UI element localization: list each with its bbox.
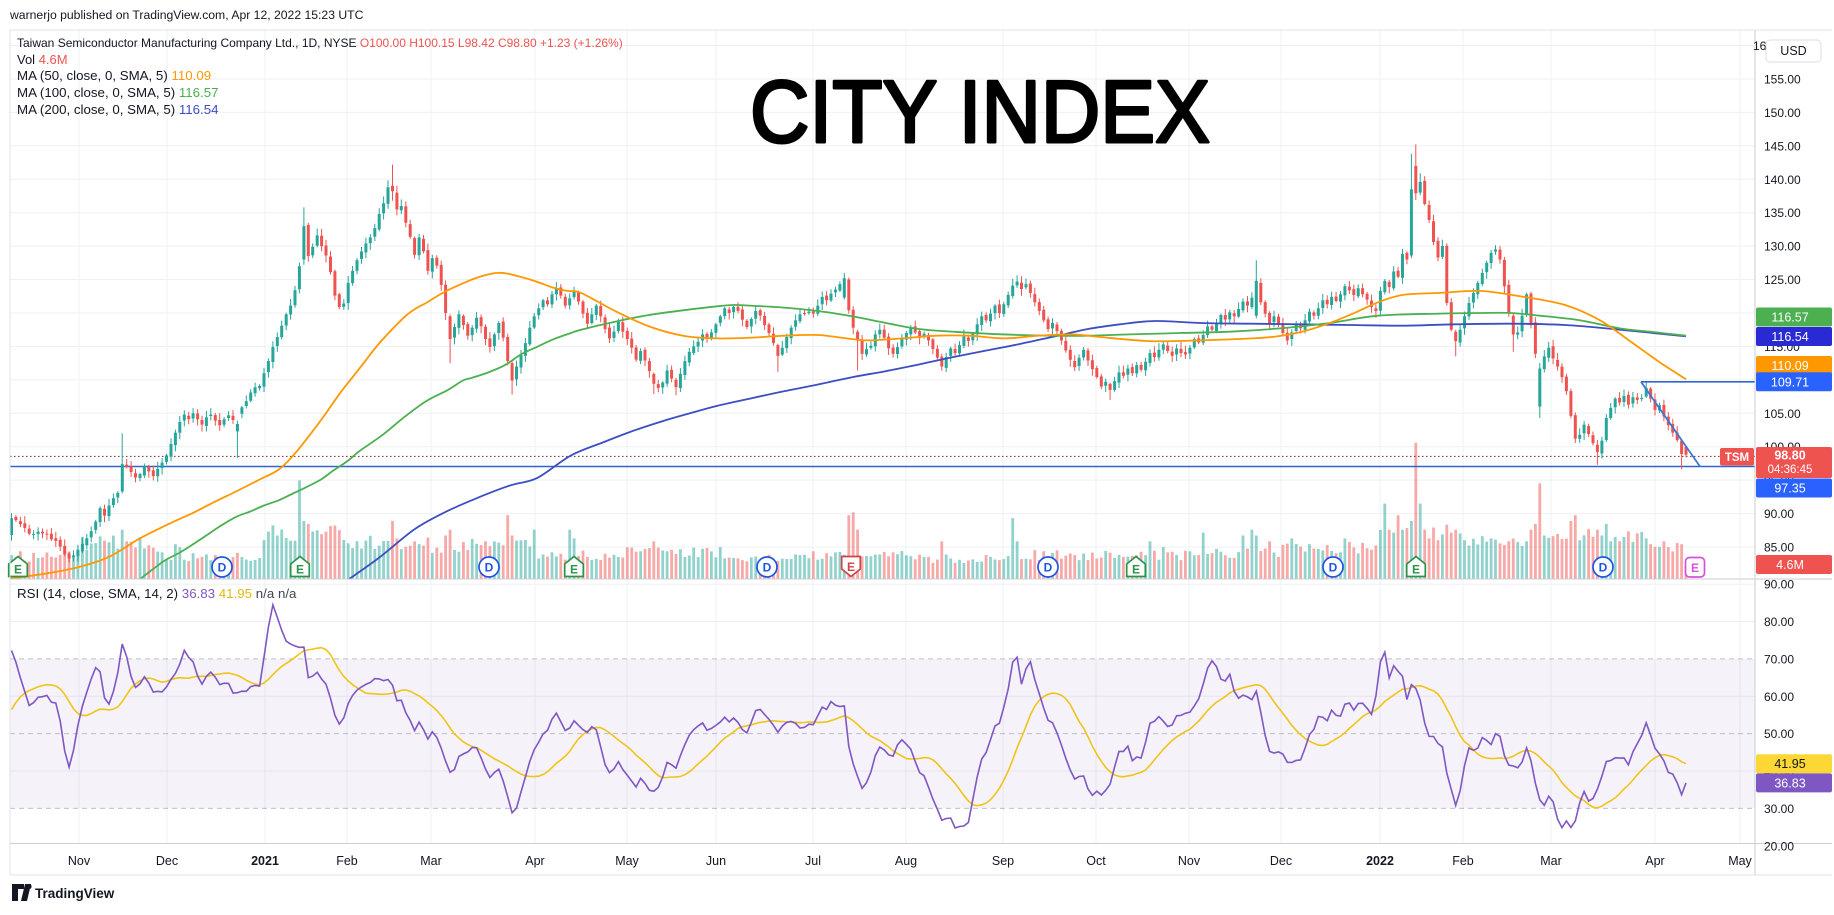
svg-text:Mar: Mar: [420, 854, 442, 868]
svg-text:145.00: 145.00: [1764, 139, 1801, 153]
svg-text:140.00: 140.00: [1764, 173, 1801, 187]
svg-text:USD: USD: [1780, 44, 1806, 58]
svg-text:85.00: 85.00: [1764, 541, 1794, 555]
svg-text:60.00: 60.00: [1764, 690, 1794, 704]
svg-text:109.71: 109.71: [1771, 375, 1809, 389]
svg-text:MA (50, close, 0, SMA, 5) 110: MA (50, close, 0, SMA, 5) 110.09: [17, 68, 211, 83]
svg-text:Feb: Feb: [336, 854, 358, 868]
svg-text:90.00: 90.00: [1764, 578, 1794, 592]
svg-text:150.00: 150.00: [1764, 106, 1801, 120]
svg-text:E: E: [1132, 563, 1140, 577]
svg-text:30.00: 30.00: [1764, 802, 1794, 816]
svg-text:E: E: [570, 563, 578, 577]
svg-text:Nov: Nov: [68, 854, 91, 868]
svg-text:CITY INDEX: CITY INDEX: [750, 62, 1210, 161]
svg-text:105.00: 105.00: [1764, 407, 1801, 421]
svg-text:130.00: 130.00: [1764, 240, 1801, 254]
svg-text:04:36:45: 04:36:45: [1768, 464, 1813, 476]
svg-text:135.00: 135.00: [1764, 206, 1801, 220]
svg-text:RSI (14, close, SMA, 14, 2) 3: RSI (14, close, SMA, 14, 2) 36.83 41.95 …: [17, 586, 297, 601]
svg-text:Dec: Dec: [156, 854, 178, 868]
svg-text:2022: 2022: [1366, 854, 1394, 868]
svg-text:Vol 4.6M: Vol 4.6M: [17, 52, 68, 67]
svg-text:May: May: [615, 854, 639, 868]
svg-text:D: D: [1329, 561, 1338, 575]
svg-text:D: D: [1599, 561, 1608, 575]
svg-text:2021: 2021: [251, 854, 279, 868]
svg-text:Taiwan Semiconductor Manufactu: Taiwan Semiconductor Manufacturing Compa…: [17, 36, 623, 50]
svg-text:50.00: 50.00: [1764, 727, 1794, 741]
svg-text:41.95: 41.95: [1774, 757, 1805, 771]
svg-text:110.09: 110.09: [1771, 359, 1808, 373]
svg-text:116.57: 116.57: [1771, 311, 1808, 325]
svg-text:36.83: 36.83: [1774, 776, 1805, 790]
svg-text:125.00: 125.00: [1764, 273, 1801, 287]
svg-text:MA (200, close, 0, SMA, 5) 11: MA (200, close, 0, SMA, 5) 116.54: [17, 102, 219, 117]
svg-text:Nov: Nov: [1178, 854, 1201, 868]
svg-text:E: E: [847, 560, 855, 574]
svg-text:80.00: 80.00: [1764, 615, 1794, 629]
svg-text:Apr: Apr: [1645, 854, 1664, 868]
svg-text:Sep: Sep: [992, 854, 1014, 868]
svg-text:E: E: [1691, 561, 1699, 575]
svg-text:20.00: 20.00: [1764, 839, 1794, 853]
svg-text:E: E: [1412, 563, 1420, 577]
svg-text:warnerjo published on TradingV: warnerjo published on TradingView.com, A…: [9, 8, 364, 22]
svg-text:Oct: Oct: [1086, 854, 1106, 868]
svg-text:Mar: Mar: [1540, 854, 1562, 868]
svg-text:Jun: Jun: [706, 854, 726, 868]
svg-text:116.54: 116.54: [1771, 330, 1808, 344]
svg-text:D: D: [485, 561, 494, 575]
svg-text:MA (100, close, 0, SMA, 5) 11: MA (100, close, 0, SMA, 5) 116.57: [17, 85, 219, 100]
svg-text:98.80: 98.80: [1774, 449, 1805, 463]
svg-text:TradingView: TradingView: [35, 886, 115, 901]
svg-text:4.6M: 4.6M: [1776, 558, 1804, 572]
svg-text:E: E: [14, 563, 22, 577]
svg-text:Dec: Dec: [1270, 854, 1292, 868]
svg-text:155.00: 155.00: [1764, 73, 1801, 87]
svg-text:70.00: 70.00: [1764, 652, 1794, 666]
svg-text:97.35: 97.35: [1774, 482, 1805, 496]
svg-text:E: E: [296, 563, 304, 577]
svg-text:D: D: [218, 561, 227, 575]
svg-text:Jul: Jul: [805, 854, 821, 868]
svg-text:D: D: [1044, 561, 1053, 575]
svg-text:D: D: [763, 561, 772, 575]
svg-text:Aug: Aug: [895, 854, 917, 868]
svg-text:TSM: TSM: [1725, 452, 1749, 464]
svg-text:Feb: Feb: [1452, 854, 1474, 868]
svg-text:Apr: Apr: [525, 854, 544, 868]
svg-text:90.00: 90.00: [1764, 507, 1794, 521]
svg-text:May: May: [1728, 854, 1752, 868]
